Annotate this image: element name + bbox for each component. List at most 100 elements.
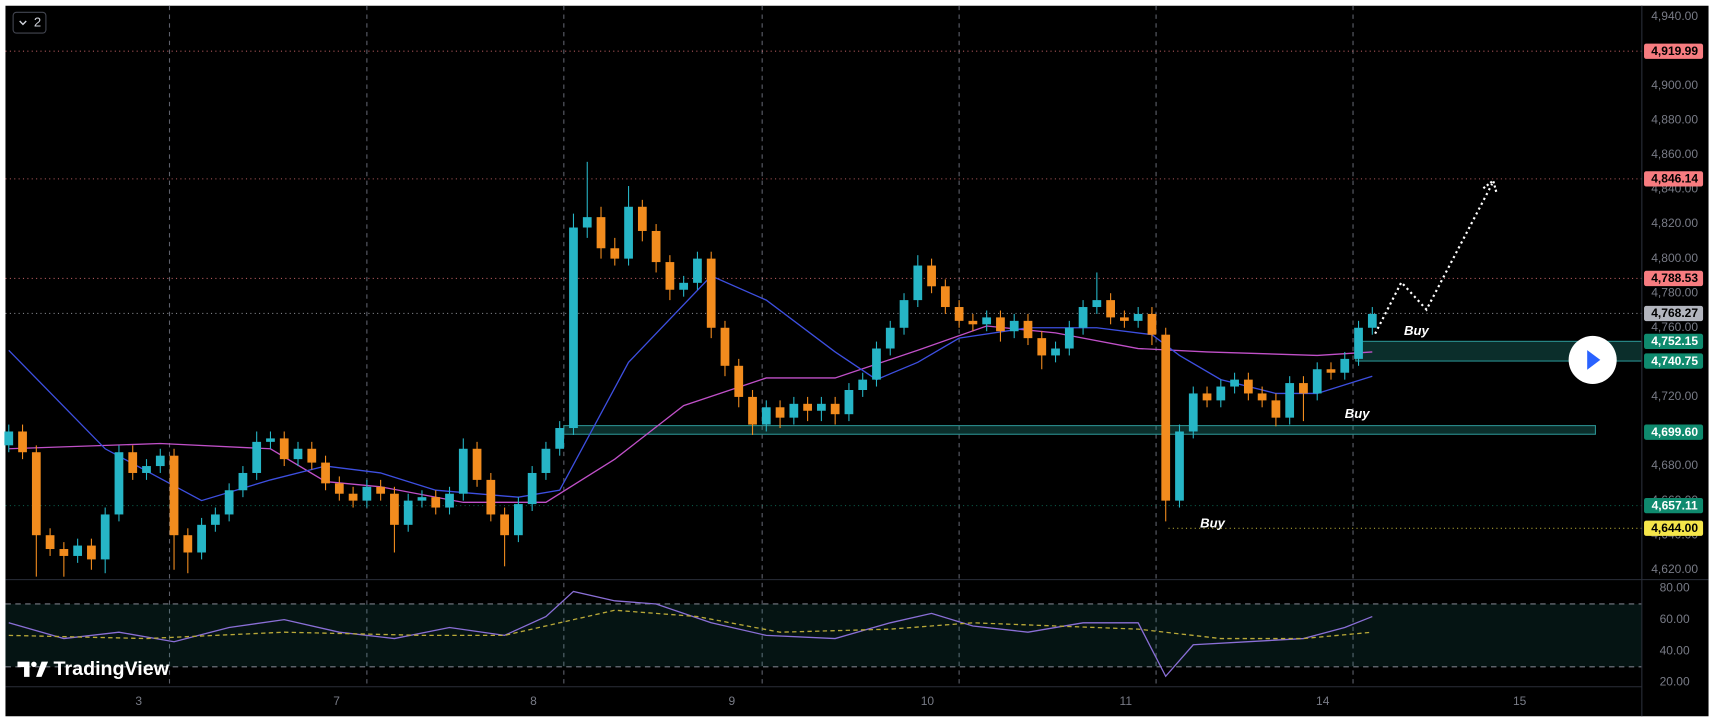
candle-body xyxy=(582,217,592,228)
forecast-path xyxy=(1374,183,1494,335)
rsi-band xyxy=(5,603,1642,667)
candle-body xyxy=(321,462,330,484)
price-badge xyxy=(1644,171,1704,187)
candle-body xyxy=(1188,393,1198,432)
candle-body xyxy=(775,407,785,418)
support-zone xyxy=(563,425,1596,435)
price-badge-label: 4,752.15 xyxy=(1651,334,1698,348)
candle-body xyxy=(169,455,179,536)
candle-body xyxy=(899,300,909,328)
price-badge-label: 4,919.99 xyxy=(1651,44,1698,58)
candle-body xyxy=(1299,383,1308,394)
candle-body xyxy=(596,217,606,249)
candle-body xyxy=(210,514,220,525)
candle-body xyxy=(73,545,83,556)
candle-body xyxy=(1257,393,1267,401)
candle-body xyxy=(224,490,234,515)
pane-toggle[interactable]: 2 xyxy=(12,11,47,34)
candle-body xyxy=(417,497,427,501)
candle-body xyxy=(1078,307,1088,328)
candle-body xyxy=(458,448,468,494)
x-tick-label: 7 xyxy=(333,694,340,708)
price-badge-label: 4,788.53 xyxy=(1651,271,1698,285)
price-badge xyxy=(1644,497,1704,514)
candle-body xyxy=(1161,334,1171,501)
candle-body xyxy=(1271,400,1281,418)
chevron-icon xyxy=(19,20,27,26)
price-badge xyxy=(1644,43,1704,59)
play-button[interactable] xyxy=(1568,335,1617,384)
candle-body xyxy=(114,452,124,515)
toggle-box[interactable] xyxy=(12,11,47,34)
logo-mark xyxy=(36,661,49,677)
candle-body xyxy=(431,497,441,508)
candle-body xyxy=(720,327,730,366)
candle-body xyxy=(1326,369,1336,373)
candle-body xyxy=(844,389,854,415)
rsi-line xyxy=(8,590,1373,678)
rsi-tick-label: 40.00 xyxy=(1660,643,1690,657)
candle-body xyxy=(1009,320,1019,332)
candle-body xyxy=(1230,379,1239,387)
y-tick-label: 4,680.00 xyxy=(1651,458,1698,472)
candle-body xyxy=(45,535,55,550)
candle-body xyxy=(197,524,206,553)
price-badge xyxy=(1644,353,1704,369)
candle-body xyxy=(555,428,565,449)
price-badge-label: 4,846.14 xyxy=(1651,172,1698,186)
x-tick-label: 15 xyxy=(1513,694,1527,708)
price-badge-label: 4,657.11 xyxy=(1652,498,1698,512)
candle-body xyxy=(624,206,633,259)
candle-body xyxy=(403,500,413,525)
candle-body xyxy=(31,452,41,536)
price-badge-label: 4,699.60 xyxy=(1651,425,1698,439)
candle-body xyxy=(1147,313,1157,335)
candle-body xyxy=(390,493,399,525)
candle-body xyxy=(913,265,923,301)
mid-layer xyxy=(4,161,1377,678)
candle-body xyxy=(1175,431,1184,501)
candle-body xyxy=(679,282,689,290)
candle-body xyxy=(693,258,702,283)
candle-body xyxy=(651,230,661,263)
buy-annotation: Buy xyxy=(1200,515,1225,530)
candle-body xyxy=(334,483,344,494)
candle-body xyxy=(100,514,110,560)
candle-body xyxy=(1037,338,1047,356)
y-tick-label: 4,940.00 xyxy=(1651,9,1698,23)
price-badge-label: 4,740.75 xyxy=(1651,354,1698,368)
candle-body xyxy=(1340,358,1350,373)
candle-body xyxy=(183,535,193,553)
candle-body xyxy=(817,403,826,411)
candle-body xyxy=(1064,327,1074,349)
price-badge xyxy=(1644,333,1704,349)
candle-body xyxy=(996,317,1005,332)
y-tick-label: 4,900.00 xyxy=(1651,78,1698,92)
y-tick-label: 4,860.00 xyxy=(1651,147,1698,161)
price-badge xyxy=(1644,424,1704,440)
moving-average xyxy=(8,275,1373,502)
price-badge xyxy=(1644,520,1704,536)
candle-body xyxy=(748,396,757,425)
candle-body xyxy=(128,452,138,473)
candle-body xyxy=(1354,327,1363,359)
candle-body xyxy=(954,307,964,321)
candle-body xyxy=(266,438,275,442)
candle-body xyxy=(514,504,523,536)
candle-body xyxy=(541,448,551,473)
candle-body xyxy=(610,248,620,259)
x-tick-label: 11 xyxy=(1120,694,1133,708)
price-badge xyxy=(1644,270,1704,287)
candle-body xyxy=(1106,300,1115,318)
candle-body xyxy=(637,206,647,231)
buy-annotation: Buy xyxy=(1345,406,1370,421)
candle-body xyxy=(1092,300,1102,308)
candle-body xyxy=(872,348,881,380)
candle-body xyxy=(830,403,840,415)
logo: TradingView xyxy=(17,658,170,680)
candle-body xyxy=(376,486,386,494)
candle-body xyxy=(968,320,978,325)
back-layer xyxy=(5,5,1643,687)
candle-body xyxy=(527,472,537,505)
